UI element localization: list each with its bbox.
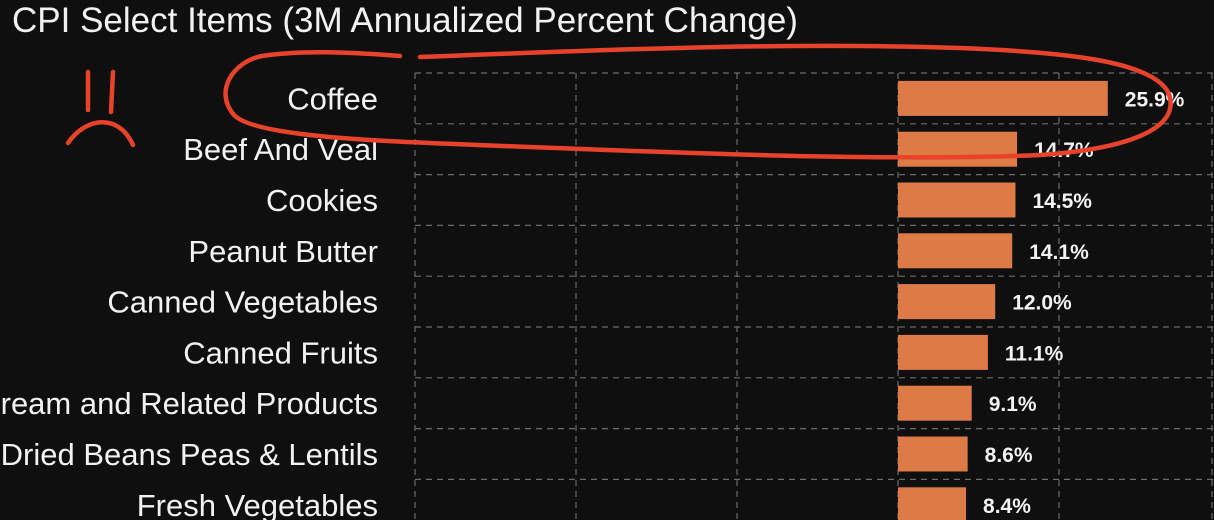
bar-canned-fruits (898, 334, 988, 370)
category-label: Canned Vegetables (107, 285, 378, 320)
category-label: Ice Cream and Related Products (0, 386, 378, 421)
sad-face-eye-icon (108, 69, 116, 115)
bar-ice-cream-and-related-products (898, 385, 972, 421)
chart-title: CPI Select Items (3M Annualized Percent … (12, 1, 798, 40)
annotations (65, 43, 1173, 160)
value-label: 11.1% (1005, 342, 1064, 365)
category-label: Dried Beans Peas & Lentils (1, 437, 378, 472)
highlight-circle (223, 43, 1173, 160)
value-label: 14.5% (1032, 190, 1092, 213)
bar-cookies (898, 182, 1016, 218)
grid-lines (414, 72, 1214, 520)
value-label: 8.4% (983, 495, 1031, 518)
value-labels: 25.9%14.7%14.5%14.1%12.0%11.1%9.1%8.6%8.… (983, 88, 1185, 517)
bar-beef-and-veal (898, 131, 1018, 167)
category-label: Fresh Vegetables (137, 488, 378, 520)
bar-fresh-vegetables (898, 487, 967, 520)
value-label: 9.1% (989, 393, 1037, 416)
category-label: Coffee (287, 81, 378, 116)
bar-coffee (898, 80, 1108, 116)
value-label: 8.6% (985, 444, 1033, 467)
value-label: 12.0% (1012, 292, 1072, 315)
value-label: 25.9% (1125, 88, 1185, 111)
bar-peanut-butter (898, 233, 1013, 269)
category-label: Canned Fruits (183, 335, 378, 370)
bars (898, 80, 1108, 520)
category-label: Cookies (266, 183, 378, 218)
bar-canned-vegetables (898, 284, 996, 320)
bar-dried-beans-peas-lentils (898, 436, 968, 472)
value-label: 14.1% (1029, 241, 1089, 264)
category-label: Peanut Butter (188, 234, 378, 269)
sad-face-mouth-icon (65, 120, 136, 148)
